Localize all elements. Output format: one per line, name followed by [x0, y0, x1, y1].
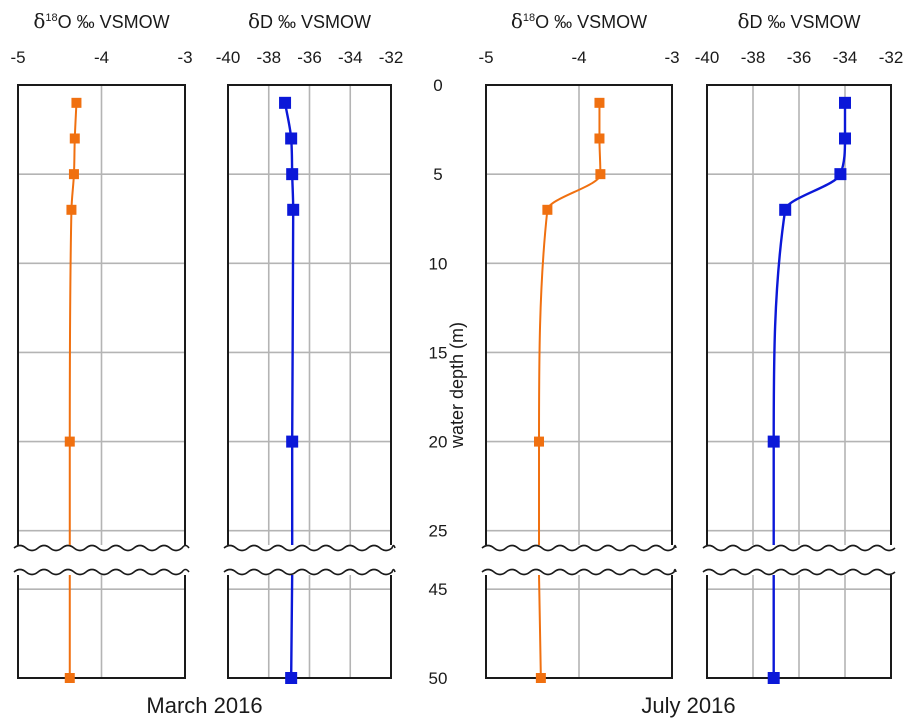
- data-point: [595, 169, 606, 180]
- x-tick-label: -4: [94, 48, 109, 67]
- data-point: [71, 97, 82, 108]
- x-tick-label: -40: [216, 48, 241, 67]
- panel-frame-lower: [706, 575, 892, 679]
- x-tick-label: -34: [833, 48, 858, 67]
- data-point: [594, 133, 605, 144]
- panel-july-d18o: -5 -4 -3 δ18O ‰ VSMOW: [478, 9, 680, 683]
- y-tick-label: 0: [433, 76, 442, 95]
- panel-frame-lower: [485, 575, 673, 679]
- axis-break-line: [13, 568, 190, 576]
- series-line: [283, 102, 295, 679]
- x-tick-label: -38: [256, 48, 281, 67]
- data-point: [286, 435, 299, 448]
- data-point: [285, 132, 298, 145]
- data-point: [535, 673, 546, 683]
- x-tick-label: -36: [297, 48, 322, 67]
- data-point: [839, 96, 851, 109]
- x-tick-label: -3: [664, 48, 679, 67]
- x-tick-label: -5: [10, 48, 25, 67]
- panel-frame-upper: [227, 84, 392, 545]
- panel-frame-upper: [706, 84, 892, 545]
- y-tick-label: 10: [429, 254, 448, 273]
- data-point: [64, 436, 75, 447]
- panel-march-d18o: -5 -4 -3 δ18O ‰ VSMOW: [10, 9, 193, 683]
- axis-break-line: [702, 568, 896, 576]
- group-label: July 2016: [641, 693, 735, 718]
- series-line: [772, 102, 847, 678]
- panel-title: δD ‰ VSMOW: [248, 9, 371, 33]
- data-point: [285, 672, 298, 684]
- x-tick-label: -38: [741, 48, 766, 67]
- x-tick-label: -4: [571, 48, 586, 67]
- y-axis-label: water depth (m): [447, 322, 467, 449]
- data-point: [279, 96, 292, 109]
- data-point: [839, 132, 851, 145]
- y-tick-label: 25: [429, 522, 448, 541]
- axis-break-line: [223, 568, 396, 576]
- y-tick-label: 50: [429, 669, 448, 688]
- data-point: [287, 203, 300, 216]
- x-tick-label: -36: [787, 48, 812, 67]
- x-tick-label: -3: [177, 48, 192, 67]
- data-point: [779, 203, 792, 216]
- series-line: [68, 102, 78, 678]
- data-point: [69, 133, 80, 144]
- x-tick-label: -40: [695, 48, 720, 67]
- panel-march-dd: -40 -38 -36 -34 -32 δD ‰ VSMOW: [216, 9, 404, 684]
- group-label: March 2016: [146, 693, 262, 718]
- data-point: [66, 204, 77, 215]
- x-tick-label: -5: [478, 48, 493, 67]
- data-point: [68, 169, 79, 180]
- axis-break-line: [223, 544, 396, 552]
- data-point: [64, 673, 75, 683]
- panel-frame-upper: [485, 84, 673, 545]
- panel-frame-lower: [227, 575, 392, 679]
- data-point: [594, 97, 605, 108]
- data-point: [534, 436, 545, 447]
- y-tick-label: 15: [429, 343, 448, 362]
- axis-break-line: [481, 544, 677, 552]
- axis-break-line: [702, 544, 896, 552]
- panel-frame-lower: [17, 575, 186, 679]
- x-tick-label: -34: [338, 48, 363, 67]
- data-point: [767, 435, 780, 448]
- panel-title: δ18O ‰ VSMOW: [511, 9, 647, 33]
- panel-frame-upper: [17, 84, 186, 545]
- y-tick-label: 5: [433, 165, 442, 184]
- y-tick-label: 20: [429, 433, 448, 452]
- data-point: [286, 168, 299, 181]
- x-tick-label: -32: [879, 48, 903, 67]
- series-line: [538, 102, 602, 679]
- x-tick-label: -32: [379, 48, 404, 67]
- data-point: [834, 168, 847, 181]
- y-tick-label: 45: [429, 580, 448, 599]
- panel-title: δ18O ‰ VSMOW: [33, 9, 169, 33]
- data-point: [542, 204, 553, 215]
- panel-title: δD ‰ VSMOW: [737, 9, 860, 33]
- axis-break-line: [481, 568, 677, 576]
- data-point: [767, 672, 780, 684]
- panel-july-dd: -40 -38 -36 -34 -32 δD ‰ VSMOW: [695, 9, 903, 684]
- axis-break-line: [13, 544, 190, 552]
